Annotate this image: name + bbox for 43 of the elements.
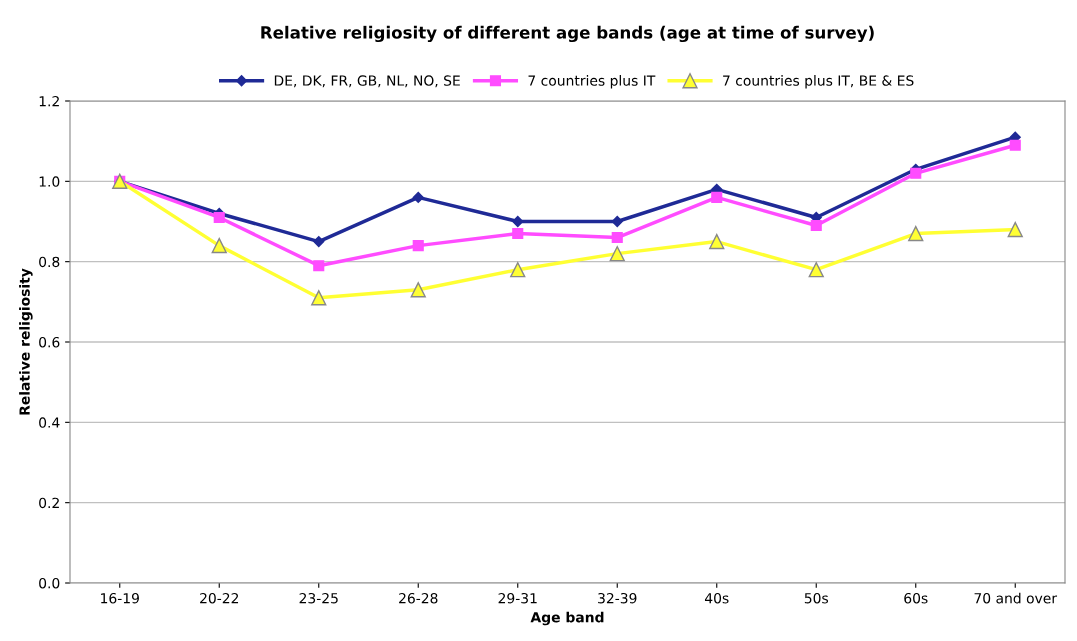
x-tick-label: 29-31 (498, 592, 537, 604)
point (709, 233, 725, 250)
point (611, 232, 623, 244)
point (412, 191, 424, 204)
point (510, 262, 526, 278)
x-tick-label: 60s (904, 592, 928, 604)
point (1007, 221, 1023, 238)
y-axis-title: Relative religiosity (19, 268, 33, 415)
point (313, 260, 325, 272)
x-tick-label: 32-39 (598, 592, 637, 604)
legend-label: 7 countries plus IT, BE & ES (723, 75, 914, 89)
x-tick-label: 26-28 (399, 592, 438, 604)
point (711, 191, 723, 203)
x-tick-label: 16-19 (101, 592, 139, 604)
y-tick-label: 1.0 (39, 176, 60, 187)
point (213, 211, 225, 224)
x-tick-label: 50s (804, 592, 829, 604)
point (512, 227, 524, 240)
point (908, 225, 924, 242)
y-tick-label: 0.0 (39, 577, 60, 589)
point (211, 237, 227, 254)
point (410, 282, 426, 298)
legend-label: DE, DK, FR, GB, NL, NO, SE (274, 75, 460, 88)
x-tick-label: 20-22 (200, 592, 239, 604)
point (311, 290, 327, 306)
point (609, 245, 625, 262)
point (1009, 139, 1021, 151)
x-tick-label: 40s (704, 592, 729, 604)
point (910, 167, 922, 179)
y-tick-label: 0.6 (39, 336, 60, 348)
point (810, 219, 822, 232)
y-tick-label: 0.2 (39, 497, 59, 509)
legend-label: 7 countries plus IT (528, 75, 656, 89)
point (412, 240, 424, 252)
chart-title: Relative religiosity of different age bands (age at time of survey) (261, 25, 874, 43)
y-tick-label: 0.8 (39, 256, 60, 268)
point (808, 262, 824, 278)
x-tick-label: 23-25 (299, 592, 338, 604)
point (313, 235, 325, 248)
x-tick-label: 70 and over (974, 592, 1058, 604)
x-axis-title: Age band (530, 611, 604, 626)
y-tick-label: 1.2 (39, 95, 59, 107)
y-tick-label: 0.4 (39, 417, 60, 428)
